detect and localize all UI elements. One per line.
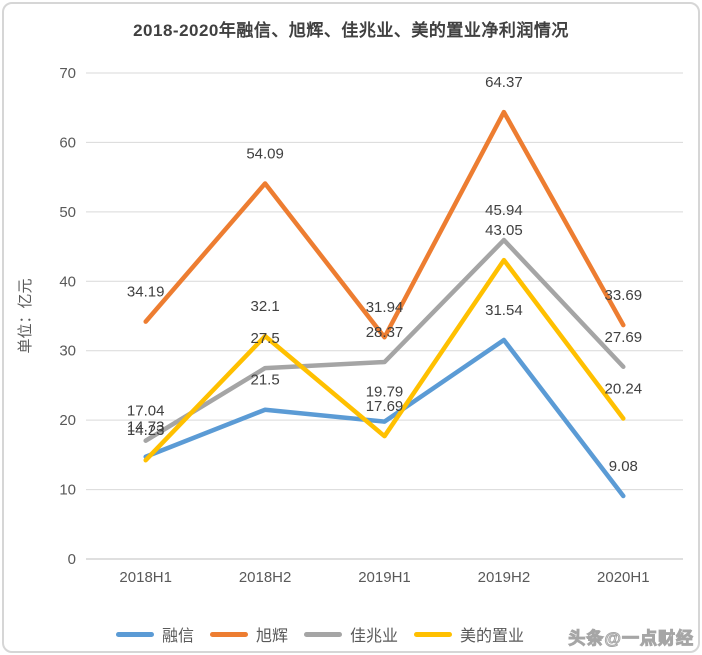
legend-label: 融信 (161, 628, 194, 645)
data-label-美的置业: 20.24 (605, 380, 643, 397)
x-tick-label: 2020H1 (597, 569, 650, 586)
y-tick-label: 50 (59, 204, 76, 221)
data-label-融信: 21.5 (250, 372, 279, 389)
chart-legend: 融信 旭辉 佳兆业 美的置业 (0, 620, 640, 648)
y-tick-label: 60 (59, 134, 76, 151)
series-line-美的置业 (143, 257, 626, 463)
legend-label: 佳兆业 (350, 628, 399, 645)
watermark-text: 头条@一点财经 (568, 629, 694, 649)
data-label-融信: 31.54 (485, 302, 523, 319)
y-tick-label: 30 (59, 343, 76, 360)
data-label-佳兆业: 27.69 (605, 329, 643, 346)
data-label-美的置业: 17.69 (366, 398, 404, 415)
data-label-融信: 19.79 (366, 384, 404, 401)
data-label-旭辉: 64.37 (485, 74, 523, 91)
legend-line-swatch (414, 631, 453, 637)
data-label-融信: 9.08 (609, 458, 638, 475)
data-label-美的置业: 32.1 (250, 298, 279, 315)
legend-label: 旭辉 (255, 628, 288, 645)
series-line-融信 (143, 337, 626, 499)
legend-item-旭辉: 旭辉 (209, 622, 288, 646)
data-label-融信: 14.73 (127, 419, 165, 436)
y-tick-label: 70 (59, 65, 76, 82)
legend-item-融信: 融信 (115, 622, 194, 646)
legend-item-佳兆业: 佳兆业 (304, 622, 398, 646)
x-tick-label: 2018H1 (119, 569, 172, 586)
data-label-美的置业: 43.05 (485, 222, 523, 239)
y-tick-label: 0 (68, 551, 76, 568)
chart-title: 2018-2020年融信、旭辉、佳兆业、美的置业净利润情况 (133, 21, 569, 40)
data-label-美的置业: 14.23 (127, 422, 165, 439)
y-axis-title: 单位：亿元 (17, 278, 34, 353)
data-label-旭辉: 54.09 (246, 145, 284, 162)
y-tick-label: 40 (59, 273, 76, 290)
x-tick-label: 2018H2 (239, 569, 292, 586)
data-label-旭辉: 33.69 (605, 287, 643, 304)
series-line-旭辉 (143, 109, 626, 340)
data-label-佳兆业: 27.5 (250, 330, 279, 347)
legend-line-swatch (209, 631, 248, 637)
data-label-旭辉: 31.94 (366, 299, 404, 316)
y-tick-label: 20 (59, 412, 76, 429)
legend-line-swatch (304, 631, 342, 637)
data-label-旭辉: 34.19 (127, 284, 165, 301)
legend-item-美的置业: 美的置业 (414, 622, 524, 646)
data-label-佳兆业: 17.04 (127, 403, 165, 420)
x-tick-label: 2019H1 (358, 569, 411, 586)
legend-label: 美的置业 (460, 628, 525, 645)
y-tick-label: 10 (59, 482, 76, 499)
legend-line-swatch (115, 631, 154, 637)
x-tick-label: 2019H2 (478, 569, 531, 586)
data-label-佳兆业: 45.94 (485, 202, 523, 219)
series-line-佳兆业 (143, 237, 626, 443)
data-label-佳兆业: 28.37 (366, 324, 404, 341)
